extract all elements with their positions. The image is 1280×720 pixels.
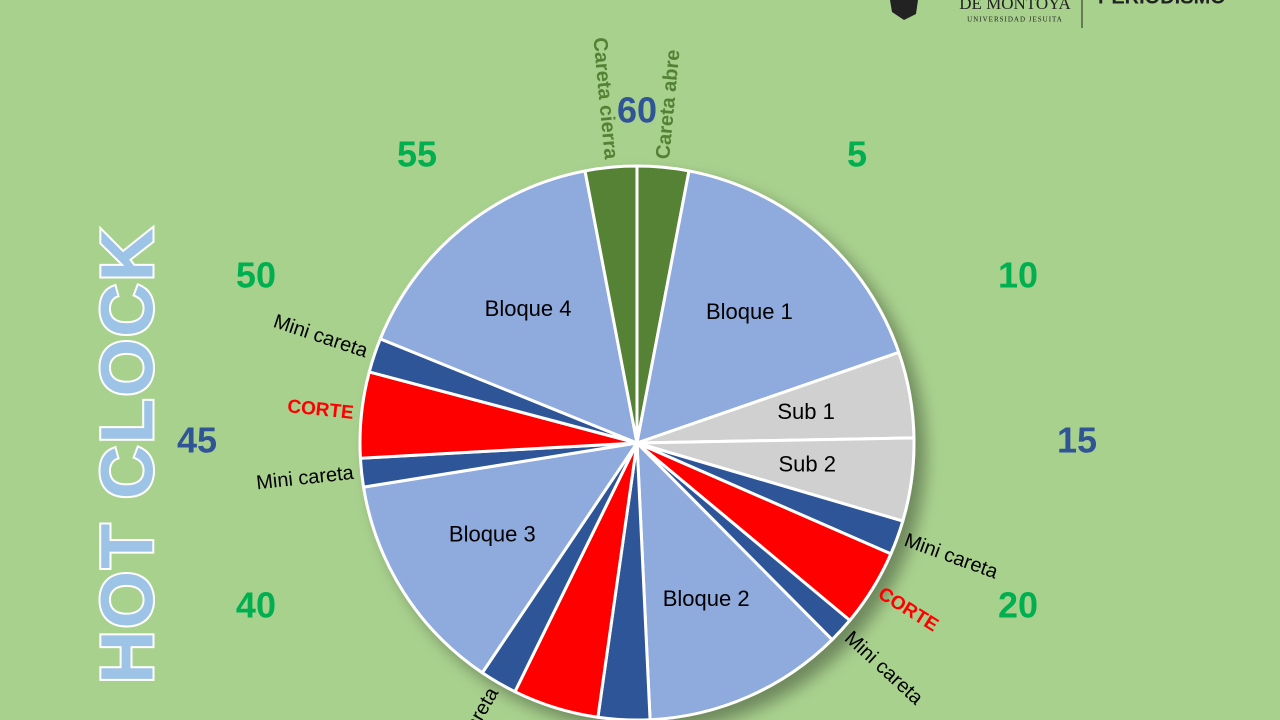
slice-label: Bloque 1	[706, 299, 793, 324]
slice-label: Sub 2	[778, 452, 836, 477]
logo-university: DE MONTOYA	[959, 0, 1071, 13]
clock-label: 50	[236, 255, 276, 296]
pie	[358, 164, 916, 720]
clock-label: 45	[177, 420, 217, 461]
clock-label: 5	[847, 134, 867, 175]
pie-slice	[362, 441, 639, 675]
chart-title: HOT CLOCK	[86, 226, 169, 684]
pie-slice	[583, 164, 639, 445]
logo-shield	[890, 0, 918, 20]
logo-program: PERIODISMO	[1098, 0, 1226, 8]
clock-label: 40	[236, 585, 276, 626]
clock-label: 15	[1057, 420, 1097, 461]
slice-label: Bloque 3	[449, 521, 536, 546]
clock-label: 60	[617, 90, 657, 131]
clock-label: 10	[998, 255, 1038, 296]
pie-slice	[378, 169, 639, 445]
pie-slice	[635, 441, 834, 720]
clock-label: 55	[397, 134, 437, 175]
slice-label: Bloque 4	[485, 296, 572, 321]
logo: DE MONTOYA UNIVERSIDAD JESUITA PERIODISM…	[890, 0, 1226, 28]
slice-label: Bloque 2	[663, 586, 750, 611]
slice-label: Sub 1	[777, 399, 835, 424]
logo-subtitle: UNIVERSIDAD JESUITA	[967, 16, 1063, 24]
clock-label: 20	[998, 585, 1038, 626]
